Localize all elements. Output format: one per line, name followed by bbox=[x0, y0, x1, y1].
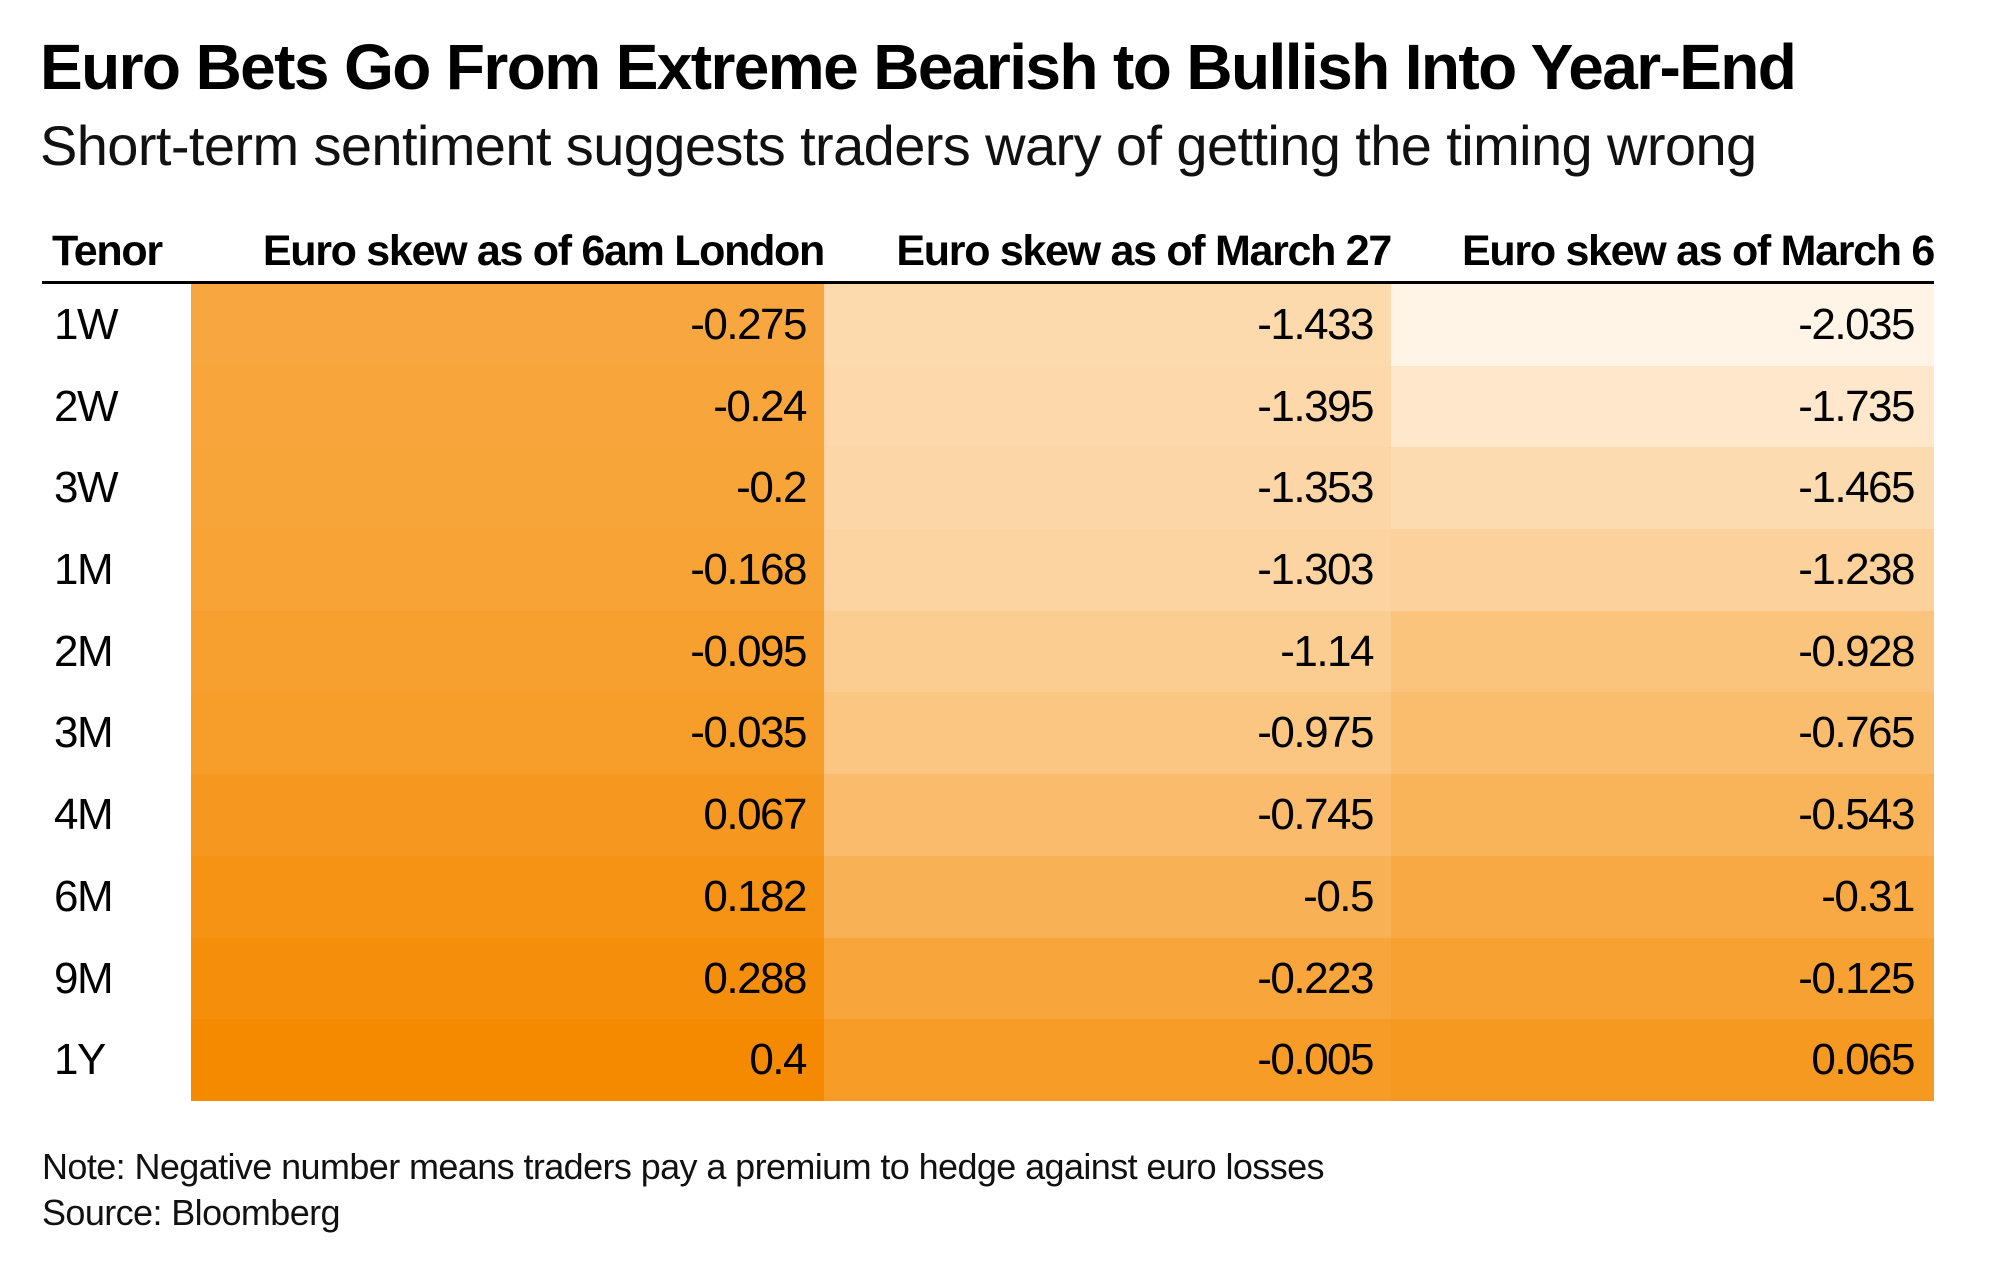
table-row: 6M 0.182 -0.5 -0.31 bbox=[42, 855, 1934, 938]
skew-value-cell: -0.168 bbox=[191, 529, 824, 611]
skew-value-cell: -1.395 bbox=[824, 365, 1391, 448]
skew-value-cell: -1.303 bbox=[824, 529, 1391, 611]
footnote: Note: Negative number means traders pay … bbox=[42, 1146, 1325, 1187]
table-row: 1M -0.168 -1.303 -1.238 bbox=[42, 529, 1934, 611]
skew-value-cell: -0.543 bbox=[1391, 774, 1934, 856]
skew-value-cell: 0.067 bbox=[191, 774, 824, 856]
table-row: 9M 0.288 -0.223 -0.125 bbox=[42, 937, 1934, 1020]
table-body: 1W -0.275 -1.433 -2.035 2W -0.24 -1.395 -1.735 3… bbox=[42, 284, 1934, 1101]
skew-value-cell: -0.765 bbox=[1391, 692, 1934, 775]
tenor-cell: 1Y bbox=[42, 1019, 191, 1101]
skew-value-cell: 0.182 bbox=[191, 855, 824, 938]
column-header-march-6: Euro skew as of March 6 bbox=[1462, 227, 1935, 275]
table-header: Tenor Euro skew as of 6am London Euro sk… bbox=[42, 221, 1935, 284]
skew-value-cell: -1.14 bbox=[824, 610, 1391, 693]
column-header-6am-london: Euro skew as of 6am London bbox=[262, 227, 825, 275]
table-row: 1Y 0.4 -0.005 0.065 bbox=[42, 1019, 1934, 1101]
tenor-cell: 4M bbox=[42, 774, 191, 856]
skew-value-cell: 0.288 bbox=[191, 937, 824, 1020]
tenor-cell: 2W bbox=[42, 365, 191, 448]
table-row: 3M -0.035 -0.975 -0.765 bbox=[42, 692, 1934, 775]
skew-value-cell: 0.4 bbox=[191, 1019, 824, 1101]
tenor-cell: 1W bbox=[42, 284, 191, 366]
skew-value-cell: -1.465 bbox=[1391, 447, 1934, 530]
skew-value-cell: -0.035 bbox=[191, 692, 824, 775]
tenor-cell: 2M bbox=[42, 610, 191, 693]
source-note: Source: Bloomberg bbox=[42, 1192, 341, 1233]
column-header-tenor: Tenor bbox=[52, 227, 163, 275]
tenor-cell: 9M bbox=[42, 937, 191, 1020]
column-header-march-27: Euro skew as of March 27 bbox=[896, 227, 1392, 275]
table-row: 1W -0.275 -1.433 -2.035 bbox=[42, 284, 1934, 366]
skew-value-cell: -0.125 bbox=[1391, 937, 1934, 1020]
chart-title: Euro Bets Go From Extreme Bearish to Bul… bbox=[40, 31, 1797, 103]
skew-value-cell: -0.24 bbox=[191, 365, 824, 448]
chart-subtitle: Short-term sentiment suggests traders wa… bbox=[40, 114, 1757, 177]
skew-value-cell: -0.223 bbox=[824, 937, 1391, 1020]
tenor-cell: 3W bbox=[42, 447, 191, 530]
skew-value-cell: -0.5 bbox=[824, 855, 1391, 938]
skew-value-cell: -0.2 bbox=[191, 447, 824, 530]
skew-value-cell: -1.238 bbox=[1391, 529, 1934, 611]
table-row: 4M 0.067 -0.745 -0.543 bbox=[42, 774, 1934, 856]
skew-value-cell: -0.928 bbox=[1391, 610, 1934, 693]
skew-value-cell: -1.735 bbox=[1391, 365, 1934, 448]
skew-value-cell: -0.975 bbox=[824, 692, 1391, 775]
skew-value-cell: -1.433 bbox=[824, 284, 1391, 366]
skew-value-cell: -0.005 bbox=[824, 1019, 1391, 1101]
skew-value-cell: -0.745 bbox=[824, 774, 1391, 856]
tenor-cell: 6M bbox=[42, 855, 191, 938]
skew-value-cell: 0.065 bbox=[1391, 1019, 1934, 1101]
skew-value-cell: -1.353 bbox=[824, 447, 1391, 530]
table-row: 2M -0.095 -1.14 -0.928 bbox=[42, 610, 1934, 693]
skew-value-cell: -0.275 bbox=[191, 284, 824, 366]
skew-value-cell: -0.095 bbox=[191, 610, 824, 693]
skew-value-cell: -2.035 bbox=[1391, 284, 1934, 366]
table-row: 3W -0.2 -1.353 -1.465 bbox=[42, 447, 1934, 530]
skew-value-cell: -0.31 bbox=[1391, 855, 1934, 938]
skew-table: Tenor Euro skew as of 6am London Euro sk… bbox=[42, 221, 1935, 1101]
tenor-cell: 1M bbox=[42, 529, 191, 611]
table-row: 2W -0.24 -1.395 -1.735 bbox=[42, 365, 1934, 448]
tenor-cell: 3M bbox=[42, 692, 191, 775]
